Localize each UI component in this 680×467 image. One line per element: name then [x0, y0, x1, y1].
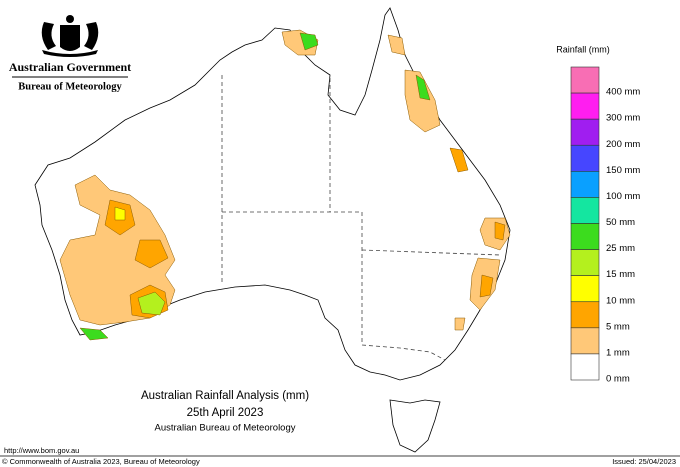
legend-swatch: [570, 171, 600, 198]
tasmania: [389, 399, 441, 453]
legend-swatch: [570, 327, 600, 355]
legend-swatch: [570, 66, 600, 94]
legend-title: Rainfall (mm): [556, 44, 610, 54]
legend-swatch: [570, 144, 600, 172]
legend-label: 1 mm: [606, 347, 630, 358]
state-border: [361, 249, 501, 256]
legend-label: 400 mm: [606, 87, 640, 98]
map-source: Australian Bureau of Meteorology: [155, 423, 296, 434]
legend-swatch: [570, 223, 600, 250]
rainfall-areas: [59, 29, 511, 341]
legend-swatch: [570, 275, 600, 303]
footer-copyright: © Commonwealth of Australia 2023, Bureau…: [2, 457, 200, 466]
bureau-name: Bureau of Meteorology: [18, 81, 122, 92]
legend-label: 5 mm: [606, 321, 630, 332]
legend-label: 0 mm: [606, 374, 630, 385]
legend-label: 15 mm: [606, 269, 635, 280]
legend-label: 100 mm: [606, 191, 640, 202]
legend-swatch: [570, 249, 600, 276]
footer-issued: Issued: 25/04/2023: [612, 457, 676, 466]
map-date: 25th April 2023: [187, 407, 264, 419]
map: [34, 7, 511, 453]
legend-label: 25 mm: [606, 243, 635, 254]
legend-label: 10 mm: [606, 295, 635, 306]
legend-label: 50 mm: [606, 217, 635, 228]
legend-swatch: [570, 301, 600, 329]
coat-of-arms: [41, 15, 99, 57]
map-title: Australian Rainfall Analysis (mm): [141, 390, 309, 402]
legend-label: 300 mm: [606, 113, 640, 124]
legend-swatch: [570, 197, 600, 224]
legend: 400 mm 300 mm 200 mm 150 mm 100 mm 50 mm 25 mm…: [570, 66, 640, 385]
legend-swatch: [570, 92, 600, 120]
legend-label: 200 mm: [606, 139, 640, 150]
legend-label: 150 mm: [606, 165, 640, 176]
government-name: Australian Government: [9, 60, 131, 74]
legend-swatch: [570, 353, 600, 381]
footer-url: http://www.bom.gov.au: [4, 446, 79, 455]
legend-swatch: [570, 118, 600, 146]
